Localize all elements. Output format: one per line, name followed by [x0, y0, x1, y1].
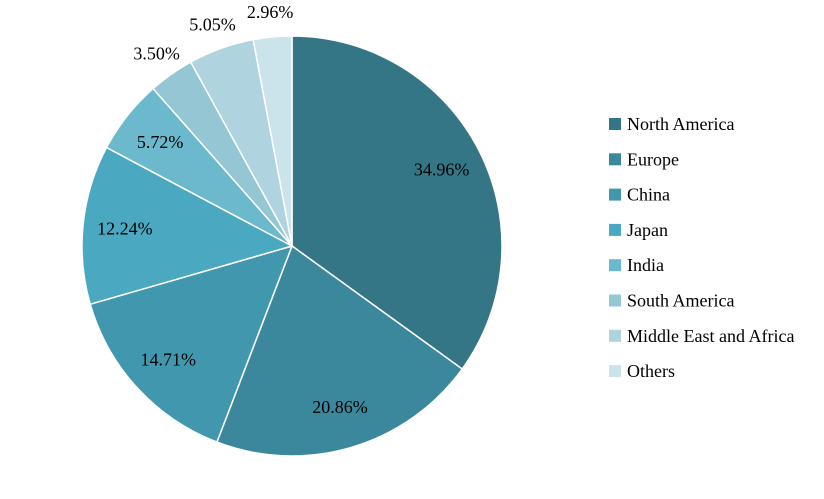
- legend-swatch-middle-east-and-africa: [609, 329, 621, 342]
- legend-item-middle-east-and-africa: Middle East and Africa: [609, 326, 794, 346]
- legend-item-india: India: [609, 255, 664, 275]
- legend-swatch-india: [609, 259, 621, 272]
- legend-label-india: India: [627, 255, 664, 275]
- legend-swatch-others: [609, 365, 621, 378]
- legend: North America Europe China Japan India South …: [609, 114, 794, 381]
- data-label-japan: 12.24%: [97, 219, 153, 239]
- data-label-south-america: 3.50%: [133, 44, 180, 64]
- pie-slice-japan: [81, 146, 294, 306]
- pie-slice-others: [252, 35, 293, 247]
- pie-slice-north-america: [291, 35, 503, 371]
- legend-item-north-america: North America: [609, 114, 734, 134]
- legend-label-middle-east-and-africa: Middle East and Africa: [627, 326, 794, 346]
- legend-swatch-china: [609, 188, 621, 201]
- legend-item-china: China: [609, 185, 670, 205]
- legend-label-others: Others: [627, 361, 675, 381]
- legend-label-japan: Japan: [627, 220, 668, 240]
- data-label-north-america: 34.96%: [414, 160, 470, 180]
- legend-item-south-america: South America: [609, 291, 734, 311]
- legend-label-europe: Europe: [627, 149, 679, 169]
- data-label-china: 14.71%: [141, 350, 197, 370]
- data-label-europe: 20.86%: [312, 397, 368, 417]
- legend-swatch-north-america: [609, 118, 621, 130]
- legend-label-china: China: [627, 185, 670, 205]
- legend-item-japan: Japan: [609, 220, 668, 240]
- legend-label-north-america: North America: [627, 114, 734, 134]
- data-label-others: 2.96%: [247, 2, 294, 22]
- pie-slice-china: [89, 244, 294, 444]
- pie-slice-europe: [215, 244, 464, 457]
- pie-data-labels: 34.96% 20.86% 14.71% 12.24% 5.72% 3.50% 5.05% 2…: [97, 2, 469, 417]
- legend-swatch-japan: [609, 223, 621, 236]
- data-label-middle-east-and-africa: 5.05%: [189, 15, 236, 35]
- data-label-india: 5.72%: [137, 132, 184, 152]
- legend-item-europe: Europe: [609, 149, 679, 169]
- legend-swatch-south-america: [609, 294, 621, 307]
- legend-item-others: Others: [609, 361, 675, 381]
- legend-label-south-america: South America: [627, 291, 734, 311]
- pie-slices: [81, 35, 503, 457]
- legend-swatch-europe: [609, 153, 621, 166]
